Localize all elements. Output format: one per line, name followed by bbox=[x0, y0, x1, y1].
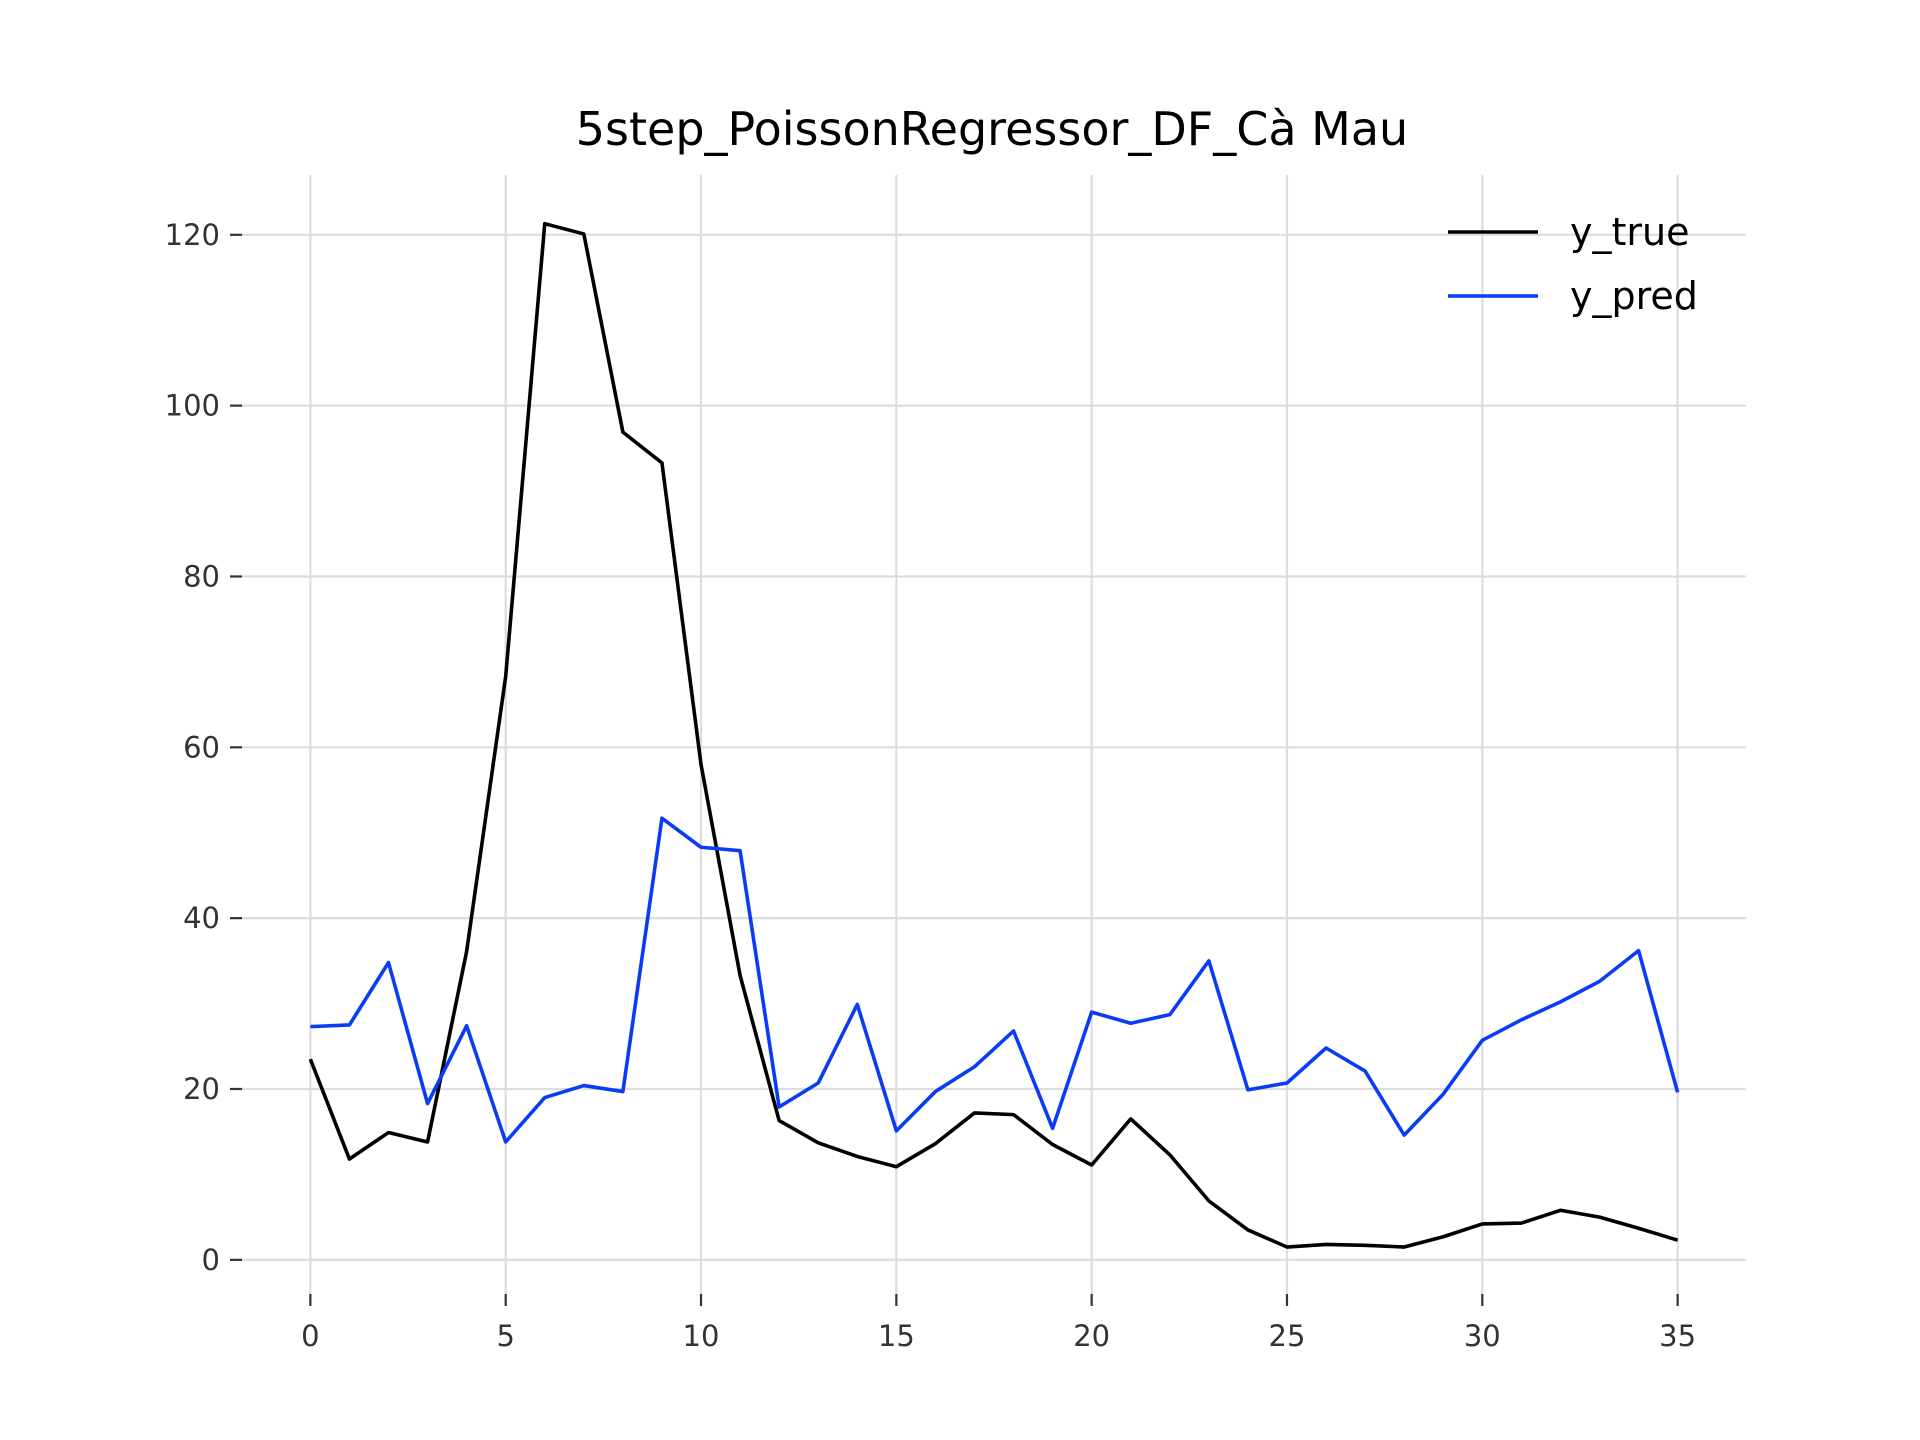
x-tick-label: 35 bbox=[1659, 1319, 1696, 1353]
legend-label-y-pred: y_pred bbox=[1570, 274, 1698, 318]
legend: y_true y_pred bbox=[1448, 210, 1698, 318]
series-layer bbox=[308, 221, 1680, 1249]
x-tick-label: 20 bbox=[1073, 1319, 1110, 1353]
y-tick-label: 60 bbox=[183, 730, 220, 764]
y-tick-label: 100 bbox=[165, 389, 220, 423]
y-axis: 0 20 40 60 80 100 120 bbox=[165, 218, 242, 1277]
y-tick-label: 0 bbox=[202, 1243, 220, 1277]
legend-label-y-true: y_true bbox=[1570, 210, 1689, 254]
y-tick-label: 40 bbox=[183, 901, 220, 935]
y-tick-label: 120 bbox=[165, 218, 220, 252]
x-axis: 0 5 10 15 20 25 30 35 bbox=[301, 1294, 1696, 1353]
x-tick-label: 10 bbox=[683, 1319, 720, 1353]
x-tick-label: 25 bbox=[1269, 1319, 1306, 1353]
series-line-y-pred bbox=[310, 816, 1680, 1144]
chart-title: 5step_PoissonRegressor_DF_Cà Mau bbox=[576, 102, 1408, 156]
x-tick-label: 0 bbox=[301, 1319, 319, 1353]
y-tick-label: 80 bbox=[183, 559, 220, 593]
series-line-y-true bbox=[308, 221, 1679, 1249]
grid-lines bbox=[242, 175, 1746, 1294]
x-tick-label: 15 bbox=[878, 1319, 915, 1353]
x-tick-label: 5 bbox=[496, 1319, 514, 1353]
y-tick-label: 20 bbox=[183, 1072, 220, 1106]
x-tick-label: 30 bbox=[1464, 1319, 1501, 1353]
